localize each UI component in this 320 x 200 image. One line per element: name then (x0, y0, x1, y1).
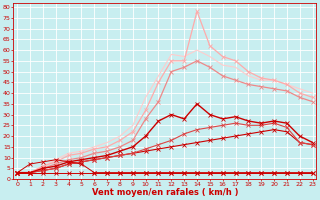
X-axis label: Vent moyen/en rafales ( km/h ): Vent moyen/en rafales ( km/h ) (92, 188, 238, 197)
